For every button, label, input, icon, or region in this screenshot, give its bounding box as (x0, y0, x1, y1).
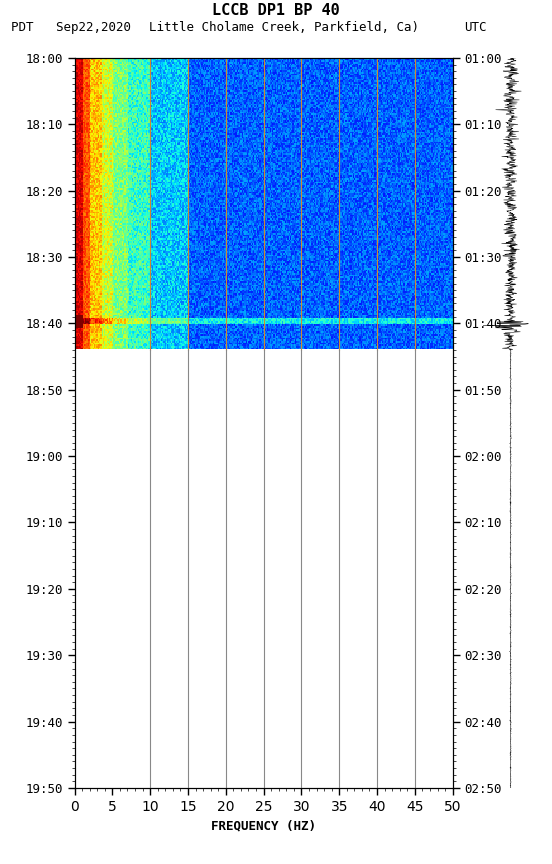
Text: PDT   Sep22,2020: PDT Sep22,2020 (11, 21, 131, 34)
Text: UTC: UTC (464, 21, 486, 34)
Text: Little Cholame Creek, Parkfield, Ca): Little Cholame Creek, Parkfield, Ca) (149, 21, 419, 34)
X-axis label: FREQUENCY (HZ): FREQUENCY (HZ) (211, 819, 316, 832)
Text: LCCB DP1 BP 40: LCCB DP1 BP 40 (212, 3, 340, 18)
